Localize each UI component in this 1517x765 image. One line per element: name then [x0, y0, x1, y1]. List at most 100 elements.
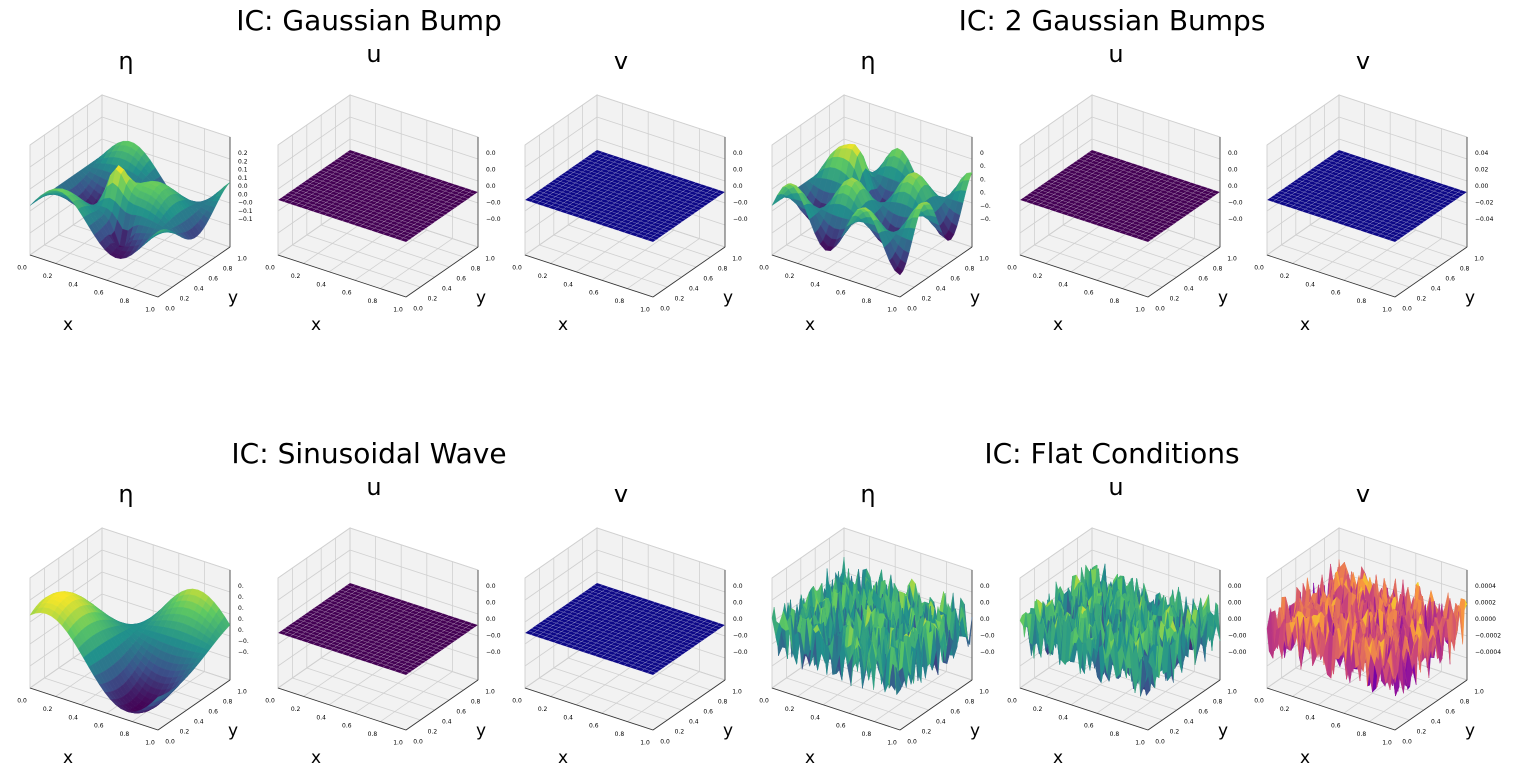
z-tick-label: −0.0 [238, 200, 253, 207]
x-tick-label: 0.4 [68, 714, 78, 721]
z-tick-label: −0. [980, 203, 991, 210]
x-tick-label: 0.8 [368, 298, 378, 305]
y-tick-label: 0.4 [442, 286, 452, 293]
x-tick-label: 0.2 [1033, 273, 1043, 280]
y-tick-label: 0.0 [413, 739, 423, 746]
grid-line [292, 244, 421, 288]
y-tick-label: 0.0 [1155, 306, 1165, 313]
x-tick-label: 0.6 [1084, 290, 1094, 297]
x-tick-label: 0.6 [342, 723, 352, 730]
grid-line [321, 224, 450, 268]
y-tick-label: 0.2 [428, 296, 438, 303]
panel: u0.00.20.40.60.81.0 0.00.20.40.60.81.00.0… [265, 473, 501, 765]
y-tick-label: 1.0 [1474, 256, 1484, 263]
x-tick-label: 0.2 [43, 273, 53, 280]
y-tick-label: 0.6 [703, 276, 713, 283]
x-tick-label: 0.6 [589, 290, 599, 297]
grid-line [277, 94, 351, 146]
grid-line [29, 94, 103, 146]
z-tick-label: 0.0 [733, 183, 743, 190]
x-tick-label: 0.0 [1254, 265, 1264, 272]
y-tick-label: 0.8 [223, 699, 233, 706]
panel-title: v [614, 47, 628, 75]
z-tick-label: −0.0 [486, 633, 501, 640]
y-tick-label: 0.8 [718, 266, 728, 273]
grid-line [29, 138, 103, 190]
panel-title: η [860, 47, 875, 75]
x-tick-label: 0.4 [68, 281, 78, 288]
z-tick-label: 0.0 [486, 600, 496, 607]
y-tick-label: 0.4 [1184, 286, 1194, 293]
surface-cell [152, 229, 162, 236]
panel: η0.00.20.40.60.81.0 0.00.20.40.60.81.00.0… [17, 480, 249, 765]
x-axis-label: x [558, 315, 568, 335]
y-tick-label: 0.4 [194, 286, 204, 293]
y-tick-label: 0.0 [413, 306, 423, 313]
x-tick-label: 0.8 [120, 298, 130, 305]
x-axis-label: x [1053, 315, 1063, 335]
y-tick-label: 0.6 [456, 709, 466, 716]
z-tick-label: 0. [980, 163, 986, 170]
y-tick-label: 0.8 [1460, 266, 1470, 273]
y-tick-label: 1.0 [1227, 256, 1237, 263]
x-axis-label: x [311, 748, 321, 765]
x-tick-label: 1.0 [145, 740, 155, 747]
y-tick-label: 0.4 [194, 719, 204, 726]
z-tick-label: 0. [238, 605, 244, 612]
z-tick-label: 0.0 [486, 616, 496, 623]
x-tick-label: 0.8 [862, 298, 872, 305]
group-title: IC: 2 Gaussian Bumps [959, 4, 1266, 37]
y-tick-label: 0.8 [471, 266, 481, 273]
y-tick-label: 0.6 [208, 709, 218, 716]
x-tick-label: 0.8 [1357, 298, 1367, 305]
z-tick-label: 0.0 [238, 183, 248, 190]
z-tick-label: 0.0 [1228, 183, 1238, 190]
z-tick-label: −0.0 [733, 216, 748, 223]
axis-line [277, 254, 407, 298]
z-tick-label: −0.1 [238, 216, 253, 223]
x-tick-label: 0.0 [1007, 265, 1017, 272]
z-tick-label: 0.0 [486, 150, 496, 157]
z-tick-label: 0.0 [486, 183, 496, 190]
y-tick-label: 1.0 [485, 256, 495, 263]
y-tick-label: 0.8 [223, 266, 233, 273]
grid-line [380, 238, 453, 289]
y-axis-label: y [970, 288, 980, 308]
panel: u0.00.20.40.60.81.0 0.00.20.40.60.81.00.0… [265, 40, 501, 335]
y-tick-label: 0.6 [950, 276, 960, 283]
y-tick-label: 0.6 [1445, 276, 1455, 283]
z-tick-label: −0.0 [486, 649, 501, 656]
z-tick-label: 0.2 [238, 158, 248, 165]
x-tick-label: 0.4 [563, 281, 573, 288]
x-axis-label: x [1300, 315, 1310, 335]
x-tick-label: 1.0 [640, 307, 650, 314]
y-tick-label: 0.0 [165, 306, 175, 313]
y-tick-label: 0.2 [180, 296, 190, 303]
grid-line [349, 116, 479, 160]
z-tick-label: −0. [238, 638, 249, 645]
z-tick-label: 0.0 [486, 583, 496, 590]
y-tick-label: 0.2 [180, 729, 190, 736]
z-tick-label: −0.0 [486, 216, 501, 223]
grid-line [354, 229, 428, 281]
z-tick-label: 0. [980, 176, 986, 183]
x-tick-label: 0.8 [120, 731, 130, 738]
x-tick-label: 0.4 [810, 281, 820, 288]
y-tick-label: 0.4 [689, 286, 699, 293]
axis-line [157, 246, 231, 298]
x-tick-label: 0.0 [512, 265, 522, 272]
panel: η0.00.20.40.60.81.0 0.00.20.40.60.81.00.2… [17, 47, 253, 335]
z-tick-label: −0.02 [1475, 200, 1494, 207]
panel: v0.00.20.40.60.81.0 0.00.20.40.60.81.00.0… [512, 47, 748, 335]
y-tick-label: 0.4 [936, 286, 946, 293]
z-tick-label: −0.0 [486, 200, 501, 207]
y-tick-label: 0.0 [1402, 306, 1412, 313]
z-tick-label: 0.2 [238, 150, 248, 157]
z-tick-label: 0. [980, 190, 986, 197]
grid-line [132, 238, 205, 289]
y-tick-label: 0.0 [907, 306, 917, 313]
z-tick-label: −0.04 [1475, 216, 1494, 223]
panel-title: u [366, 473, 381, 501]
y-axis-label: y [1218, 288, 1228, 308]
